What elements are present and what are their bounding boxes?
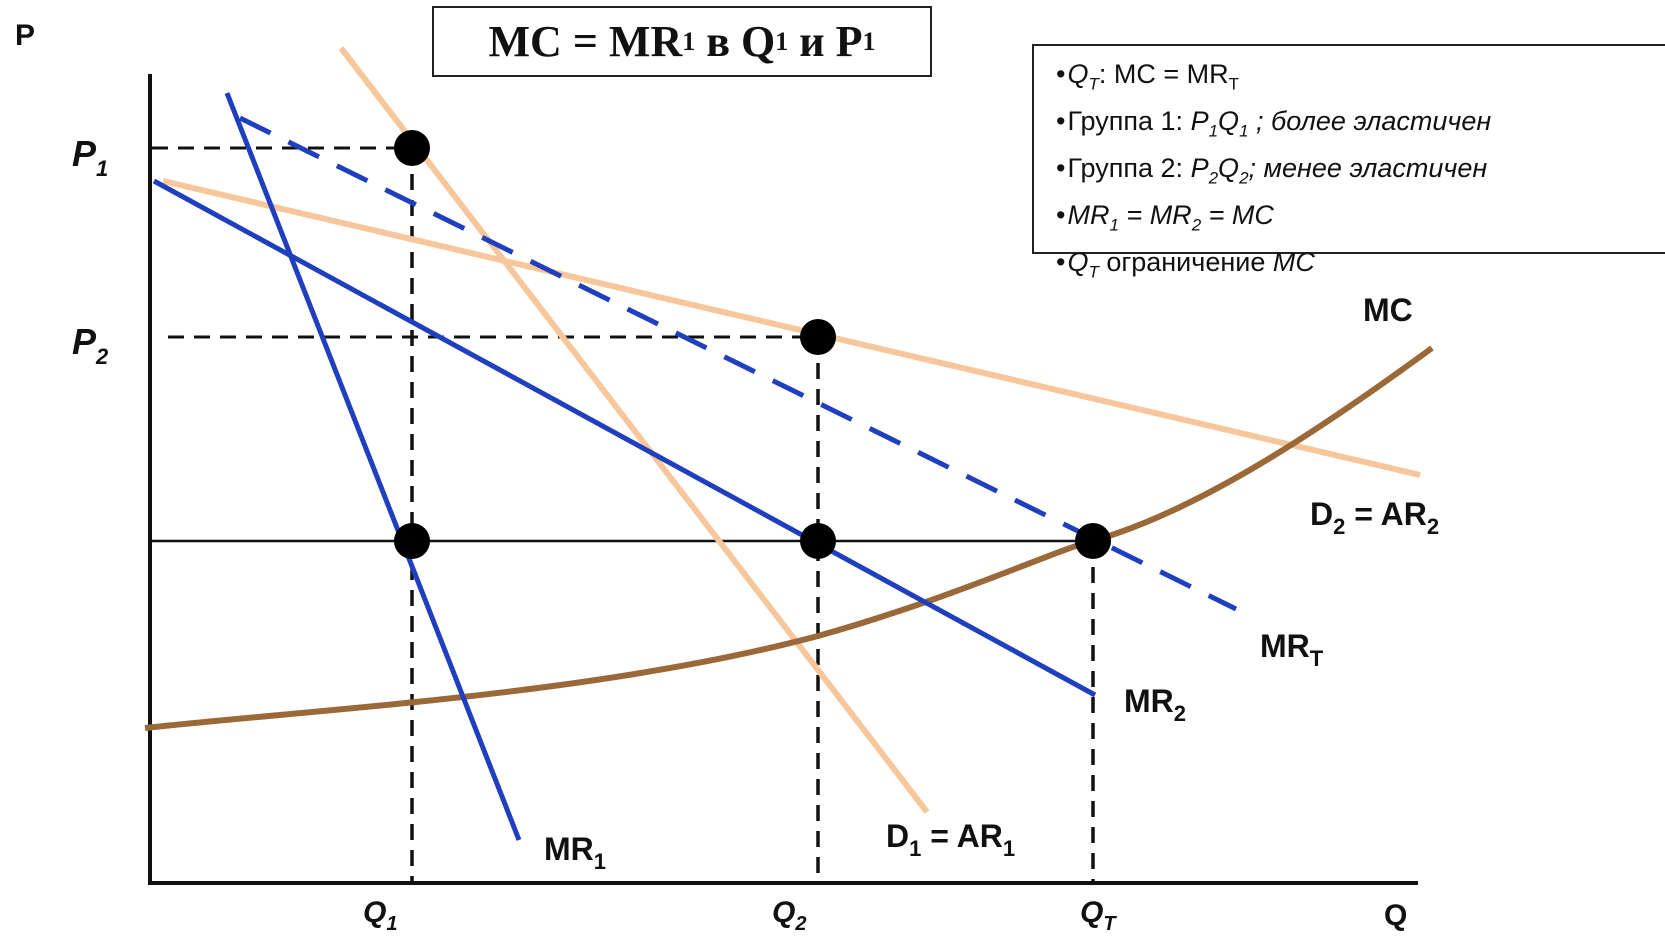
legend-text: P xyxy=(1190,152,1209,183)
legend-text: Группа 2: xyxy=(1067,152,1191,183)
d2-curve xyxy=(162,178,1421,478)
mr1-curve xyxy=(224,92,522,841)
legend-text: ограничение xyxy=(1098,246,1273,277)
legend-text: = MR xyxy=(1118,199,1192,230)
d1-curve xyxy=(338,46,930,814)
q2-label: Q2 xyxy=(772,896,806,935)
x-axis-label: Q xyxy=(1384,899,1407,932)
legend-text: 2 xyxy=(1191,215,1202,235)
legend-text: Q xyxy=(1067,59,1089,89)
mrt-curve xyxy=(238,115,1238,612)
title-middle-sub: 1 xyxy=(775,26,789,56)
mr2-curve xyxy=(152,178,1097,698)
mr1-label: MR1 xyxy=(544,831,606,874)
qt-label: QT xyxy=(1080,896,1117,935)
legend-text: Группа 1: xyxy=(1067,105,1191,136)
legend-text: MC xyxy=(1272,246,1315,277)
point-qt xyxy=(1075,523,1111,559)
legend-text: Q xyxy=(1218,152,1240,183)
legend-text: T xyxy=(1088,74,1099,94)
mrt-label: MRT xyxy=(1260,628,1324,671)
legend-item-qt: QT: MC = MRT xyxy=(1056,56,1665,103)
legend-box: QT: MC = MRT Группа 1: P1Q1 ; более элас… xyxy=(1032,44,1665,281)
mc-curve xyxy=(144,345,1434,731)
title-prefix-sub: 1 xyxy=(682,26,696,56)
d1-label: D1 = AR1 xyxy=(886,818,1015,861)
legend-text: ; менее эластичен xyxy=(1248,152,1488,183)
q1-label: Q1 xyxy=(363,896,397,935)
legend-text: ; более эластичен xyxy=(1248,105,1492,136)
legend-text: T xyxy=(1228,74,1240,94)
legend-text: 1 xyxy=(1208,121,1219,141)
legend-text: MR xyxy=(1067,199,1110,230)
title-prefix: MC = MR xyxy=(488,17,683,66)
p2-label: P2 xyxy=(72,321,109,369)
title-suffix-sub: 1 xyxy=(862,26,876,56)
legend-text: 2 xyxy=(1239,168,1249,188)
point-p2q2 xyxy=(800,319,836,355)
mc-label: MC xyxy=(1363,292,1413,328)
legend-text: 1 xyxy=(1109,215,1119,235)
legend-item-equality: MR1 = MR2 = MC xyxy=(1056,197,1665,244)
d2-label: D2 = AR2 xyxy=(1310,496,1439,539)
mr2-label: MR2 xyxy=(1124,683,1186,726)
legend-text: = MC xyxy=(1201,199,1274,230)
point-mr2-mc xyxy=(800,523,836,559)
title-middle: в Q xyxy=(695,17,776,66)
point-p1q1 xyxy=(394,130,430,166)
title-suffix: и P xyxy=(788,17,863,66)
legend-text: 2 xyxy=(1208,168,1219,188)
legend-item-constraint: QT ограничение MC xyxy=(1056,244,1665,291)
legend-text: T xyxy=(1088,261,1099,281)
legend-text: 1 xyxy=(1239,121,1249,141)
legend-item-group2: Группа 2: P2Q2; менее эластичен xyxy=(1056,150,1665,197)
legend-text: Q xyxy=(1067,246,1089,277)
legend-text: : MC = MR xyxy=(1098,59,1229,89)
legend-item-group1: Группа 1: P1Q1 ; более эластичен xyxy=(1056,103,1665,150)
point-mr1-mc xyxy=(394,523,430,559)
p1-label: P1 xyxy=(72,133,108,181)
legend-text: Q xyxy=(1218,105,1240,136)
y-axis-label: P xyxy=(15,19,35,52)
legend-text: P xyxy=(1190,105,1209,136)
